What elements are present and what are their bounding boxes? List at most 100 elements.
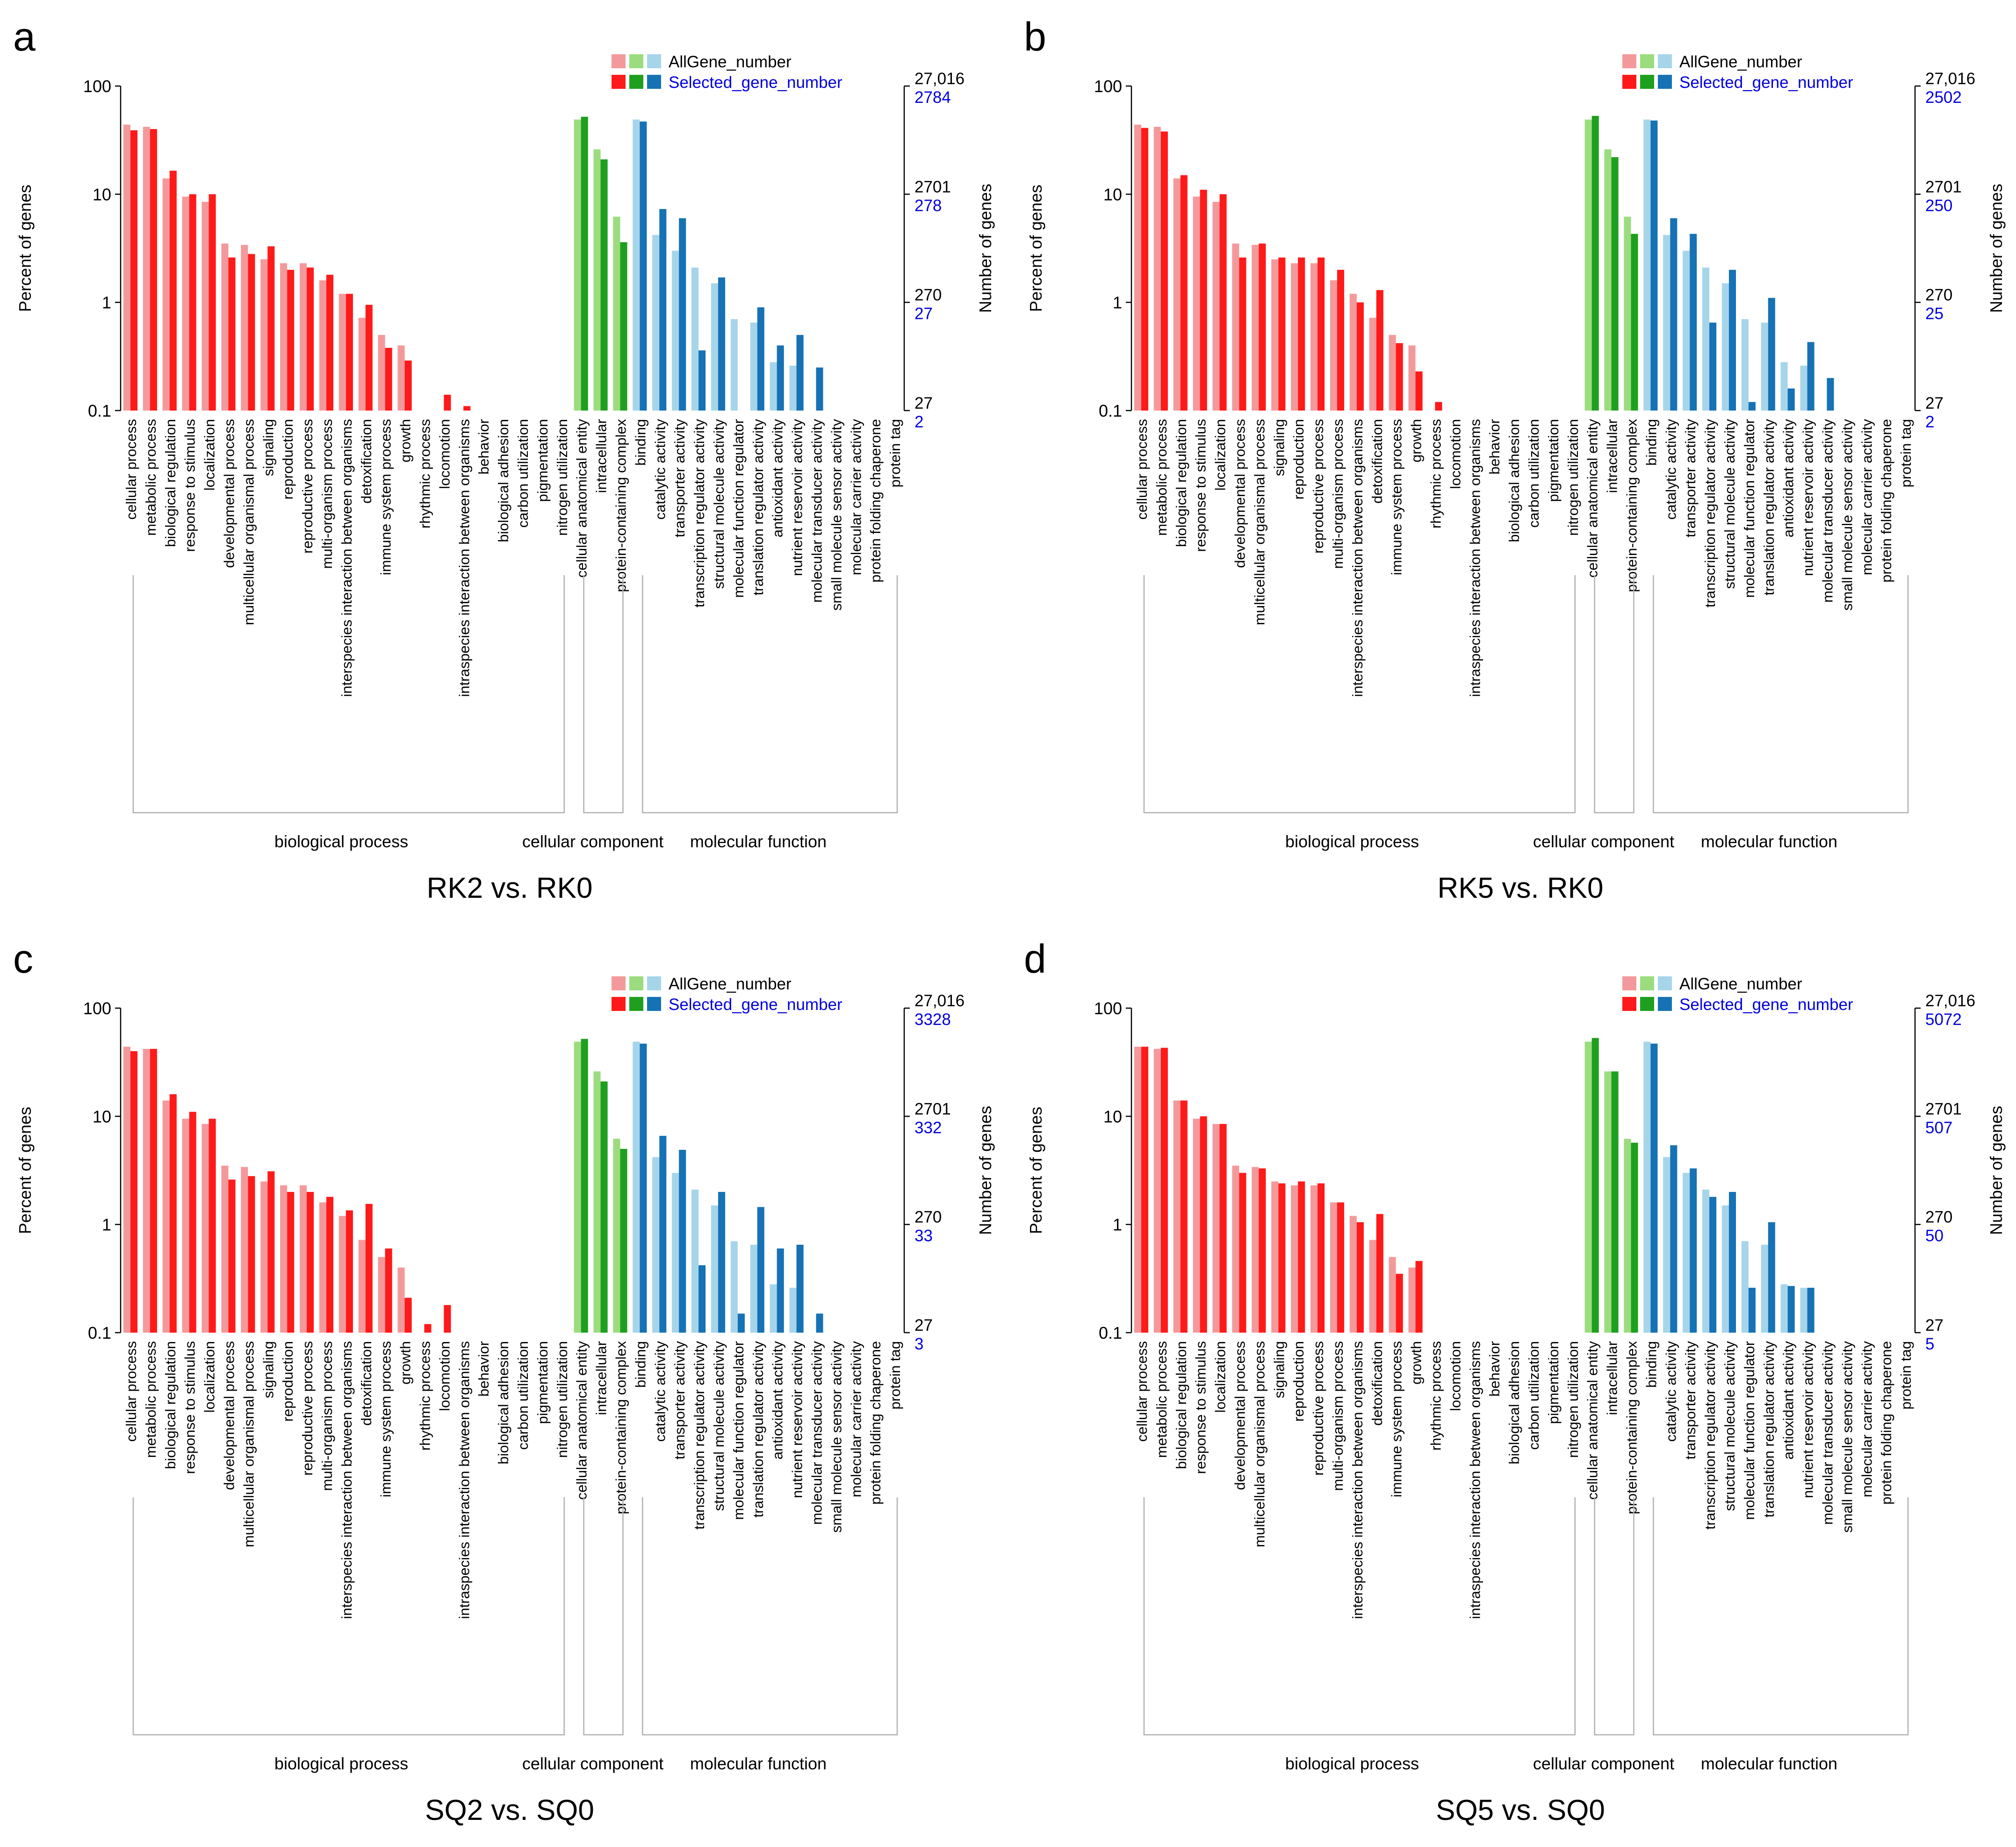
x-tick-label-behavior: behavior: [475, 419, 492, 475]
bar-selected-intracellular: [1611, 157, 1619, 411]
bar-all-growth: [397, 1267, 405, 1333]
bar-all-reproduction: [1291, 263, 1298, 411]
bar-selected-protein-containing-complex: [620, 242, 627, 411]
bar-selected-multi-organism-process: [1337, 270, 1345, 411]
y-tick-label-right-selected: 507: [1925, 1118, 1952, 1137]
x-tick-label-multicellular-organismal-process: multicellular organismal process: [240, 1341, 257, 1547]
x-tick-label-small-molecule-sensor-activity: small molecule sensor activity: [828, 419, 844, 611]
group-bracket-mf: [642, 575, 898, 814]
x-tick-label-catalytic-activity: catalytic activity: [1663, 1341, 1679, 1442]
legend-swatch-selected: [647, 75, 661, 89]
x-tick-label-immune-system-process: immune system process: [1389, 1341, 1405, 1497]
group-label-molecular-function: molecular function: [1701, 832, 1837, 851]
x-tick-label-signaling: signaling: [1271, 1341, 1287, 1398]
bar-selected-translation-regulator-activity: [757, 1207, 764, 1333]
bar-all-multi-organism-process: [319, 280, 326, 411]
x-tick-label-response-to-stimulus: response to stimulus: [1193, 419, 1209, 552]
x-tick-label-rhythmic-process: rhythmic process: [1427, 1341, 1444, 1450]
x-tick-label-reproductive-process: reproductive process: [299, 419, 316, 554]
y-axis-left-title: Percent of genes: [1026, 185, 1045, 312]
y-axis-left-title: Percent of genes: [15, 185, 35, 312]
x-tick-label-structural-molecule-activity: structural molecule activity: [711, 1341, 727, 1511]
x-tick-label-detoxification: detoxification: [358, 419, 374, 504]
bar-selected-reproductive-process: [307, 1192, 314, 1333]
x-tick-label-biological-adhesion: biological adhesion: [495, 1341, 511, 1465]
x-tick-label-biological-adhesion: biological adhesion: [1506, 1341, 1522, 1465]
bar-selected-cellular-process: [1141, 1046, 1149, 1333]
bar-selected-structural-molecule-activity: [718, 277, 726, 411]
bar-all-reproductive-process: [1310, 263, 1318, 411]
x-tick-label-growth: growth: [397, 419, 414, 462]
x-tick-label-cellular-anatomical-entity: cellular anatomical entity: [1584, 419, 1601, 578]
bar-all-protein-containing-complex: [1624, 216, 1631, 411]
bar-selected-catalytic-activity: [659, 1136, 667, 1333]
x-tick-label-carbon-utilization: carbon utilization: [1526, 1341, 1542, 1450]
bar-all-translation-regulator-activity: [750, 322, 757, 411]
legend-swatch-all: [647, 976, 661, 990]
bar-all-translation-regulator-activity: [1761, 322, 1768, 411]
bar-selected-transcription-regulator-activity: [698, 350, 706, 411]
legend-swatch-selected: [1622, 997, 1636, 1011]
x-tick-label-structural-molecule-activity: structural molecule activity: [1721, 1341, 1738, 1511]
x-tick-label-intraspecies-interaction-between-organisms: intraspecies interaction between organis…: [456, 419, 472, 697]
y-tick-label-right-all: 270: [1925, 286, 1952, 304]
panel-a: aAllGene_numberSelected_gene_number10010…: [13, 14, 995, 904]
x-tick-label-metabolic-process: metabolic process: [1153, 1341, 1170, 1458]
bar-all-cellular-anatomical-entity: [1584, 119, 1592, 411]
x-tick-label-translation-regulator-activity: translation regulator activity: [1761, 419, 1777, 596]
panel-d: dAllGene_numberSelected_gene_number10010…: [1024, 937, 2006, 1826]
bar-selected-molecular-function-regulator: [1748, 402, 1756, 411]
bar-selected-growth: [404, 1298, 412, 1333]
legend-swatch-all: [1622, 976, 1636, 990]
bar-all-catalytic-activity: [1663, 1157, 1670, 1333]
x-tick-label-catalytic-activity: catalytic activity: [652, 1341, 668, 1442]
y-axis-right-title: Number of genes: [976, 1106, 995, 1235]
x-tick-label-cellular-anatomical-entity: cellular anatomical entity: [1584, 1341, 1601, 1500]
x-tick-label-intracellular: intracellular: [593, 419, 610, 493]
y-tick-label-right-all: 2701: [1925, 178, 1962, 196]
legend-swatch-selected: [1640, 75, 1654, 89]
bar-selected-multi-organism-process: [326, 1197, 334, 1333]
bar-all-catalytic-activity: [1663, 235, 1670, 411]
group-bracket-bp: [132, 1497, 565, 1736]
bar-all-reproduction: [1291, 1185, 1298, 1333]
group-bracket-cc: [1594, 575, 1634, 814]
panel-letter: d: [1024, 937, 1046, 981]
bar-selected-reproductive-process: [307, 267, 314, 411]
bar-all-structural-molecule-activity: [1721, 1205, 1729, 1333]
x-tick-label-interspecies-interaction-between-organisms: interspecies interaction between organis…: [1349, 419, 1366, 697]
y-tick-label-left: 100: [1094, 999, 1122, 1018]
bar-all-cellular-process: [1134, 124, 1141, 411]
x-tick-label-developmental-process: developmental process: [1231, 1341, 1248, 1490]
bar-all-protein-containing-complex: [613, 216, 620, 411]
bar-selected-multi-organism-process: [1337, 1202, 1345, 1333]
y-tick-label-right-selected: 2784: [914, 88, 951, 107]
x-tick-label-localization: localization: [1212, 1341, 1229, 1413]
y-tick-label-left: 100: [83, 77, 111, 96]
x-tick-label-small-molecule-sensor-activity: small molecule sensor activity: [1839, 419, 1855, 611]
x-tick-label-interspecies-interaction-between-organisms: interspecies interaction between organis…: [338, 419, 355, 697]
x-tick-label-protein-containing-complex: protein-containing complex: [612, 419, 629, 592]
bar-selected-growth: [1415, 1261, 1423, 1333]
y-tick-label-left: 10: [93, 1107, 111, 1126]
x-tick-label-intraspecies-interaction-between-organisms: intraspecies interaction between organis…: [456, 1341, 472, 1619]
y-tick-label-right-selected: 5072: [1925, 1010, 1962, 1029]
bar-all-response-to-stimulus: [182, 1118, 189, 1333]
x-tick-label-antioxidant-activity: antioxidant activity: [1780, 419, 1797, 538]
bar-all-reproduction: [280, 263, 288, 411]
bar-all-localization: [202, 1124, 209, 1333]
x-tick-label-behavior: behavior: [475, 1341, 492, 1397]
bar-selected-metabolic-process: [150, 1049, 157, 1333]
bar-selected-signaling: [1278, 257, 1286, 411]
y-tick-label-right-selected: 2: [1925, 413, 1934, 431]
bar-selected-antioxidant-activity: [777, 1248, 784, 1333]
legend-swatch-all: [612, 54, 626, 68]
bar-all-reproduction: [280, 1185, 288, 1333]
x-tick-label-transporter-activity: transporter activity: [671, 1341, 688, 1460]
bar-selected-cellular-process: [130, 130, 138, 411]
x-tick-label-pigmentation: pigmentation: [1545, 1341, 1562, 1424]
x-tick-label-reproductive-process: reproductive process: [1310, 1341, 1326, 1476]
x-tick-label-cellular-process: cellular process: [123, 419, 139, 519]
bar-all-transcription-regulator-activity: [1702, 1190, 1710, 1333]
group-label-molecular-function: molecular function: [1701, 1754, 1837, 1773]
